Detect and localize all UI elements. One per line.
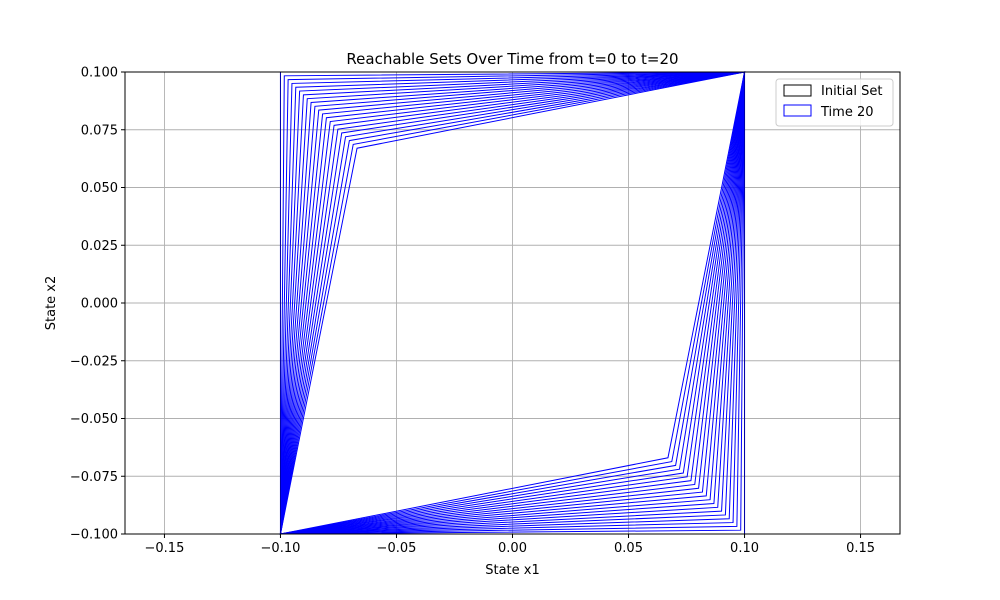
y-tick-label-0: −0.100 [70, 528, 118, 543]
y-axis-label: State x2 [44, 276, 59, 331]
x-tick-label-4: 0.05 [614, 541, 643, 556]
legend-label-time-20: Time 20 [820, 105, 874, 120]
legend-swatch-time-20 [783, 104, 812, 117]
x-tick-label-3: 0.00 [498, 541, 527, 556]
y-tick-label-3: −0.025 [70, 354, 118, 369]
chart-title: Reachable Sets Over Time from t=0 to t=2… [346, 50, 678, 68]
y-axis-ticks: −0.100 −0.075 −0.050 −0.025 0.000 0.025 0.050 0… [70, 66, 125, 543]
x-axis-ticks: −0.15 −0.10 −0.05 0.00 0.05 0.10 0.15 [145, 534, 875, 556]
y-tick-label-7: 0.075 [81, 123, 118, 138]
y-tick-label-8: 0.100 [81, 66, 118, 81]
x-axis-label: State x1 [485, 563, 540, 578]
legend-swatch-initial-set [783, 84, 812, 97]
x-tick-label-6: 0.15 [846, 541, 875, 556]
legend: Initial Set Time 20 [775, 78, 894, 127]
y-tick-label-1: −0.075 [70, 470, 118, 485]
x-tick-label-1: −0.10 [261, 541, 301, 556]
x-tick-label-0: −0.15 [145, 541, 185, 556]
y-tick-label-2: −0.050 [70, 412, 118, 427]
y-tick-label-5: 0.025 [81, 239, 118, 254]
legend-label-initial-set: Initial Set [821, 84, 882, 99]
legend-box [775, 78, 894, 127]
x-tick-label-5: 0.10 [730, 541, 759, 556]
y-tick-label-4: 0.000 [81, 297, 118, 312]
x-tick-label-2: −0.05 [377, 541, 417, 556]
y-tick-label-6: 0.050 [81, 181, 118, 196]
